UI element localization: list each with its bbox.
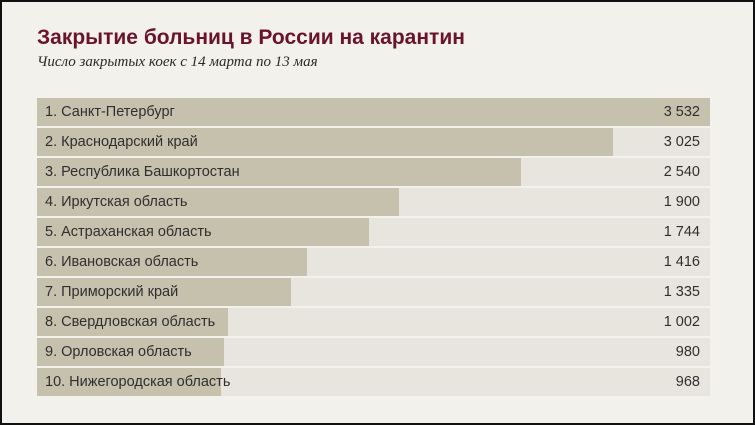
bar-label: 2. Краснодарский край	[45, 134, 198, 150]
bar-row: 8. Свердловская область 1 002	[37, 308, 710, 336]
chart-subtitle: Число закрытых коек с 14 марта по 13 мая	[37, 54, 318, 70]
bar-value-label: 980	[675, 344, 700, 360]
bar	[37, 128, 614, 156]
bar-row: 7. Приморский край 1 335	[37, 278, 710, 306]
bar	[37, 158, 521, 186]
bar-row: 9. Орловская область 980	[37, 338, 710, 366]
bar	[37, 188, 400, 216]
bar-label: 6. Ивановская область	[45, 254, 199, 270]
bar-row: 6. Ивановская область 1 416	[37, 248, 710, 276]
bar-value-label: 3 025	[663, 134, 700, 150]
bar-row: 1. Санкт-Петербург 3 532	[37, 98, 710, 126]
bar	[37, 248, 307, 276]
bar-row: 2. Краснодарский край 3 025	[37, 128, 710, 156]
bar-row: 3. Республика Башкортостан 2 540	[37, 158, 710, 186]
bar-label: 5. Астраханская область	[45, 224, 212, 240]
bar-row: 4. Иркутская область 1 900	[37, 188, 710, 216]
bar	[37, 278, 292, 306]
bar-label: 8. Свердловская область	[45, 314, 216, 330]
bar	[37, 98, 710, 126]
bar-value-label: 1 900	[663, 194, 700, 210]
bar-row: 10. Нижегородская область 968	[37, 368, 710, 396]
bar	[37, 338, 224, 366]
bar	[37, 368, 222, 396]
bar-label: 7. Приморский край	[45, 284, 179, 300]
chart-title: Закрытие больниц в России на карантин	[37, 26, 465, 49]
bar-value-label: 3 532	[663, 104, 700, 120]
bar-label: 4. Иркутская область	[45, 194, 188, 210]
bar	[37, 308, 228, 336]
bar-label: 1. Санкт-Петербург	[45, 104, 175, 120]
bar-value-label: 968	[675, 374, 700, 390]
bar-list: 1. Санкт-Петербург 3 532 2. Краснодарский …	[37, 98, 710, 398]
bar-value-label: 1 744	[663, 224, 700, 240]
bar-value-label: 1 335	[663, 284, 700, 300]
bar-label: 9. Орловская область	[45, 344, 192, 360]
bar	[37, 218, 370, 246]
bar-value-label: 2 540	[663, 164, 700, 180]
bar-value-label: 1 002	[663, 314, 700, 330]
bar-row: 5. Астраханская область 1 744	[37, 218, 710, 246]
bar-label: 3. Республика Башкортостан	[45, 164, 240, 180]
bar-label: 10. Нижегородская область	[45, 374, 231, 390]
bar-value-label: 1 416	[663, 254, 700, 270]
